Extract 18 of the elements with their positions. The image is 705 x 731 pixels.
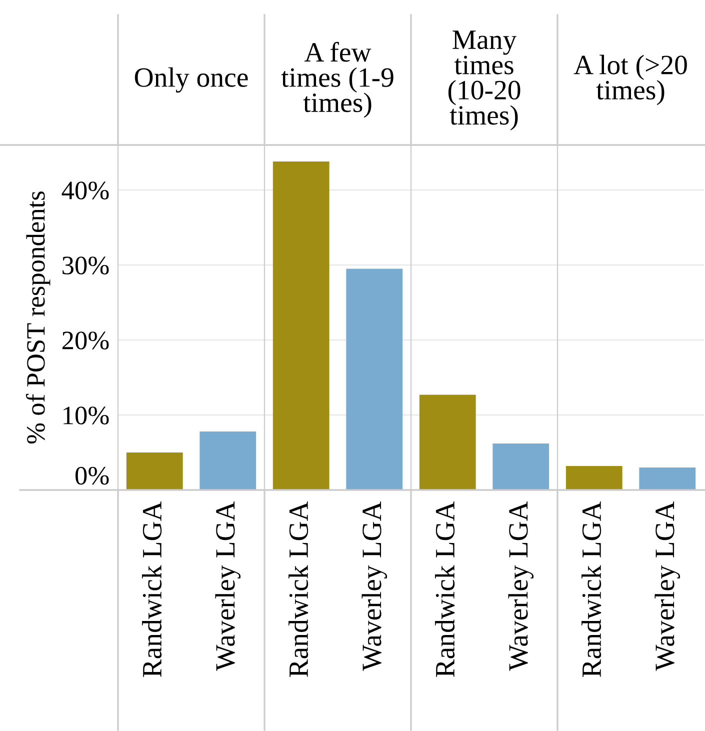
x-tick-label: Randwick LGA [288,501,308,677]
x-tick-label: Waverley LGA [654,501,680,671]
y-tick-label: 40% [62,182,109,200]
chart-title: Many times (10-20 times) [448,30,520,130]
chart-title: Only once [134,67,248,93]
chart-title: A lot (>20 times) [574,54,687,106]
y-axis-title: % of POST respondents [26,192,50,444]
y-tick-label: 30% [62,256,109,274]
x-tick-label: Waverley LGA [362,501,388,671]
chart-title: A few times (1-9 times) [281,42,394,118]
x-tick-label: Randwick LGA [582,501,602,677]
x-tick-label: Waverley LGA [508,501,534,671]
y-tick-label: 10% [64,406,109,424]
x-tick-label: Randwick LGA [142,501,162,677]
x-tick-label: Randwick LGA [435,501,455,677]
y-tick-label: 0% [75,466,109,485]
x-tick-label: Waverley LGA [215,501,241,671]
y-tick-label: 20% [62,332,109,350]
